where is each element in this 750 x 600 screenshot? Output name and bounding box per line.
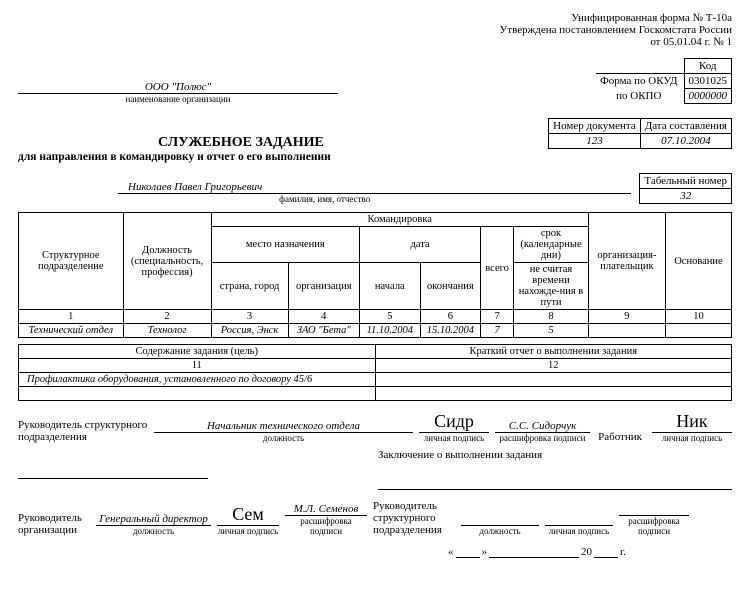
header-line1: Унифицированная форма № Т-10а: [18, 12, 732, 24]
sig1-name: С.С. Сидорчук: [495, 420, 590, 433]
sig1-name-cap: расшифровка подписи: [495, 433, 590, 443]
okud-value: 0301025: [684, 74, 732, 89]
row-org: ЗАО "Бета": [288, 324, 360, 338]
person-caption: фамилия, имя, отчество: [18, 194, 631, 204]
num-9: 9: [588, 310, 665, 324]
num-6: 6: [420, 310, 481, 324]
col-basis: Основание: [665, 213, 731, 310]
col-unit: Структурное подразделение: [19, 213, 124, 310]
col-position: Должность (специальность, профессия): [123, 213, 211, 310]
doc-num-value: 123: [549, 134, 641, 149]
sig2-signature: Сем: [217, 504, 279, 526]
col-payer: организация-плательщик: [588, 213, 665, 310]
worker-label: Работник: [596, 431, 646, 443]
tabel-label: Табельный номер: [640, 174, 732, 189]
quote2: »: [482, 546, 488, 558]
doc-num-label: Номер документа: [549, 119, 641, 134]
sig2-name-cap: расшифровка подписи: [285, 516, 367, 536]
header-line2: Утверждена постановлением Госкомстата Ро…: [18, 24, 732, 36]
main-table: Структурное подразделение Должность (спе…: [18, 212, 732, 338]
doc-date-value: 07.10.2004: [640, 134, 731, 149]
col-org: организация: [288, 263, 360, 310]
okpo-value: 0000000: [684, 89, 732, 104]
sig2-role: Руководитель организации: [18, 512, 90, 536]
sig2-pos: Генеральный директор: [96, 513, 211, 526]
task-table: Содержание задания (цель) Краткий отчет …: [18, 344, 732, 401]
row-total: 7: [481, 324, 514, 338]
form-header: Унифицированная форма № Т-10а Утверждена…: [18, 12, 732, 48]
col-dates: дата: [360, 227, 481, 263]
sig1-role: Руководитель структурного подразделения: [18, 419, 148, 443]
quote1: «: [448, 546, 454, 558]
sig2-name: М.Л. Семенов: [285, 503, 367, 516]
task-n12: 12: [375, 359, 732, 373]
doc-date-label: Дата составления: [640, 119, 731, 134]
row-end: 15.10.2004: [420, 324, 481, 338]
sig1-sig-cap: личная подпись: [419, 433, 489, 443]
sig2-sig-cap: личная подпись: [217, 526, 279, 536]
worker-signature: Ник: [652, 411, 732, 433]
num-3: 3: [211, 310, 288, 324]
row-basis: [665, 324, 731, 338]
row-country: Россия, Энск: [211, 324, 288, 338]
num-2: 2: [123, 310, 211, 324]
okpo-label: по ОКПО: [596, 89, 684, 104]
col-dest: место назначения: [211, 227, 360, 263]
task-report-h: Краткий отчет о выполнении задания: [375, 345, 732, 359]
tabel-value: 32: [640, 189, 732, 204]
sig3-name-cap: расшифровка подписи: [619, 516, 689, 536]
sig3-role: Руководитель структурного подразделения: [373, 500, 455, 536]
year-g: г.: [620, 546, 626, 558]
col-total: всего: [481, 227, 514, 310]
okud-label: Форма по ОКУД: [596, 74, 684, 89]
num-10: 10: [665, 310, 731, 324]
org-caption: наименование организации: [18, 94, 338, 104]
year20: 20: [581, 546, 592, 558]
num-5: 5: [360, 310, 421, 324]
task-content: Профилактика оборудования, установленног…: [19, 373, 376, 387]
row-noway: 5: [514, 324, 589, 338]
kod-label: Код: [684, 59, 732, 74]
num-8: 8: [514, 310, 589, 324]
task-content-h: Содержание задания (цель): [19, 345, 376, 359]
col-noway: не считая времени нахожде-ния в пути: [514, 263, 589, 310]
num-1: 1: [19, 310, 124, 324]
col-end: окончания: [420, 263, 481, 310]
task-n11: 11: [19, 359, 376, 373]
codes-block: Код Форма по ОКУД0301025 по ОКПО0000000: [596, 58, 732, 104]
sig3-sig-cap: личная подпись: [545, 526, 613, 536]
num-7: 7: [481, 310, 514, 324]
row-unit: Технический отдел: [19, 324, 124, 338]
num-4: 4: [288, 310, 360, 324]
worker-cap: личная подпись: [652, 433, 732, 443]
header-line3: от 05.01.04 г. № 1: [18, 36, 732, 48]
sig1-pos: Начальник технического отдела: [154, 420, 413, 433]
row-start: 11.10.2004: [360, 324, 421, 338]
sig2-pos-cap: должность: [96, 526, 211, 536]
person-name: Николаев Павел Григорьевич: [118, 181, 631, 194]
sig1-signature: Сидр: [419, 411, 489, 433]
sig3-pos-cap: должность: [461, 526, 539, 536]
row-position: Технолог: [123, 324, 211, 338]
col-trip: Командировка: [211, 213, 588, 227]
col-country: страна, город: [211, 263, 288, 310]
row-payer: [588, 324, 665, 338]
title-main: СЛУЖЕБНОЕ ЗАДАНИЕ: [158, 135, 548, 151]
task-report: [375, 373, 732, 387]
org-name: ООО "Полюс": [18, 81, 338, 94]
col-start: начала: [360, 263, 421, 310]
conclusion-label: Заключение о выполнении задания: [378, 449, 542, 461]
col-term: срок (календарные дни): [514, 227, 589, 263]
sig1-pos-cap: должность: [154, 433, 413, 443]
title-sub: для направления в командировку и отчет о…: [18, 151, 548, 163]
